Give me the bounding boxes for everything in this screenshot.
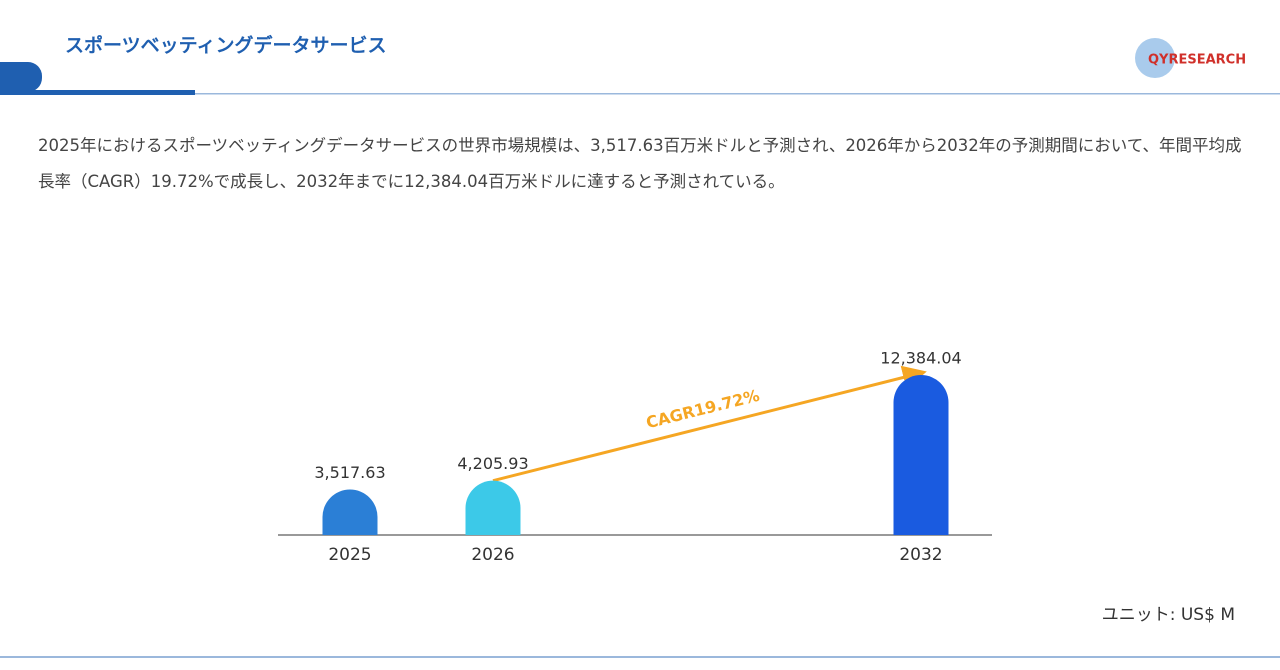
- bar: [322, 489, 378, 535]
- logo-globe: [1135, 38, 1175, 78]
- value-label: 4,205.93: [457, 454, 528, 473]
- x-tick-label: 2026: [471, 545, 514, 565]
- x-tick-label: 2032: [899, 545, 942, 565]
- underline: [0, 90, 195, 95]
- x-tick-label: 2025: [328, 545, 371, 565]
- rule: [195, 93, 1280, 95]
- bar: [465, 480, 521, 535]
- value-label: 12,384.04: [880, 349, 961, 368]
- logo: QYRESEARCH: [1148, 53, 1246, 68]
- title: スポーツベッティングデータサービス: [65, 34, 386, 57]
- cagr-label: CAGR19.72%: [644, 386, 761, 433]
- unit: ユニット: US$ M: [1102, 605, 1235, 625]
- description: 2025年におけるスポーツベッティングデータサービスの世界市場規模は、3,517…: [38, 136, 1242, 191]
- bar: [893, 374, 949, 535]
- value-label: 3,517.63: [314, 463, 385, 482]
- tab: [0, 62, 42, 92]
- rule: [0, 656, 1280, 658]
- cagr-arrow: [492, 365, 927, 483]
